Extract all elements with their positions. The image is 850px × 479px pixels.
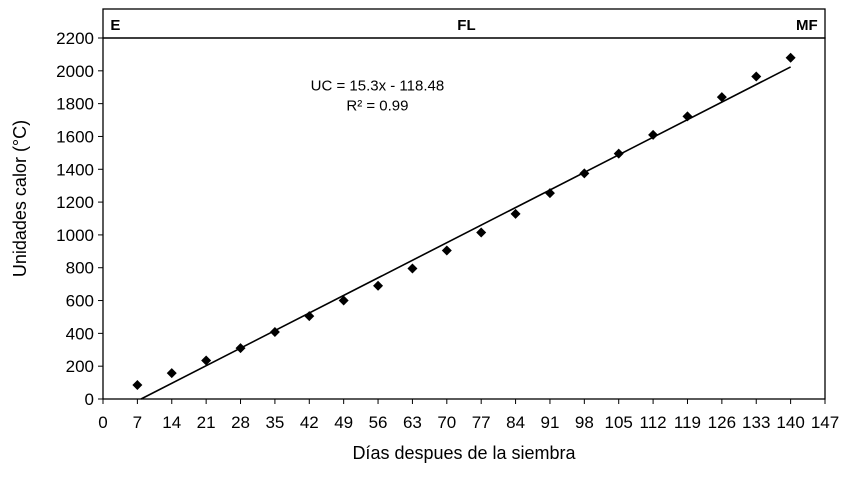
y-tick-label: 2000 [56, 62, 94, 81]
plot-area [102, 37, 826, 400]
x-tick-label: 140 [776, 413, 804, 432]
data-point [751, 71, 762, 82]
data-point [510, 208, 521, 219]
x-tick-label: 133 [742, 413, 770, 432]
x-tick-label: 42 [300, 413, 319, 432]
x-tick-label: 56 [369, 413, 388, 432]
trendline-line [140, 66, 791, 400]
r-squared-text: R² = 0.99 [346, 98, 408, 115]
data-point [132, 380, 143, 391]
y-tick-label: 600 [66, 292, 94, 311]
x-tick-label: 49 [334, 413, 353, 432]
x-tick-label: 119 [674, 413, 701, 432]
plot-frame [102, 37, 826, 400]
y-tick-label: 0 [85, 390, 94, 409]
data-point [201, 355, 212, 366]
stage-label: E [110, 17, 120, 34]
data-point [338, 295, 349, 306]
x-axis-ticks: 0 7 14 21 28 35 42 49 56 63 70 77 84 91 98 105 112 119 126… [98, 399, 839, 432]
y-tick-label: 400 [66, 324, 94, 343]
data-point [648, 129, 659, 140]
y-tick-label: 1200 [56, 193, 94, 212]
x-tick-label: 28 [231, 413, 250, 432]
data-point [716, 92, 727, 103]
x-tick-label: 35 [265, 413, 284, 432]
x-tick-label: 98 [575, 413, 594, 432]
x-tick-label: 147 [811, 413, 839, 432]
equation-text: UC = 15.3x - 118.48 [311, 78, 445, 95]
y-axis-ticks: 0 200 400 600 800 1000 1200 1400 1600 1800 2000 220… [56, 29, 103, 409]
y-tick-label: 200 [66, 357, 94, 376]
data-points [132, 52, 796, 391]
x-tick-label: 112 [640, 413, 667, 432]
x-tick-label: 105 [605, 413, 633, 432]
data-point [373, 280, 384, 291]
x-tick-label: 14 [162, 413, 181, 432]
data-point [476, 227, 487, 238]
x-tick-label: 7 [133, 413, 142, 432]
data-point [166, 368, 177, 379]
x-tick-label: 126 [708, 413, 736, 432]
x-tick-label: 84 [506, 413, 525, 432]
x-tick-label: 0 [98, 413, 107, 432]
data-point [441, 245, 452, 256]
x-tick-label: 63 [403, 413, 422, 432]
y-tick-label: 1000 [56, 226, 94, 245]
data-point [785, 52, 796, 63]
x-tick-label: 91 [540, 413, 559, 432]
y-tick-label: 1800 [56, 95, 94, 114]
stage-label: MF [796, 17, 818, 34]
y-tick-label: 800 [66, 259, 94, 278]
stage-label: FL [457, 17, 475, 34]
x-tick-label: 21 [197, 413, 216, 432]
phenology-stage-band: E FL MF [102, 8, 826, 39]
y-tick-label: 1600 [56, 127, 94, 146]
x-tick-label: 77 [472, 413, 491, 432]
x-axis-label: Días despues de la siembra [352, 443, 576, 463]
y-tick-label: 1400 [56, 160, 94, 179]
equation-annotation: UC = 15.3x - 118.48 R² = 0.99 [311, 78, 445, 115]
y-axis-label: Unidades calor (°C) [10, 120, 30, 277]
x-tick-label: 70 [437, 413, 456, 432]
trendline [140, 66, 791, 400]
y-tick-label: 2200 [56, 29, 94, 48]
data-point [407, 263, 418, 274]
